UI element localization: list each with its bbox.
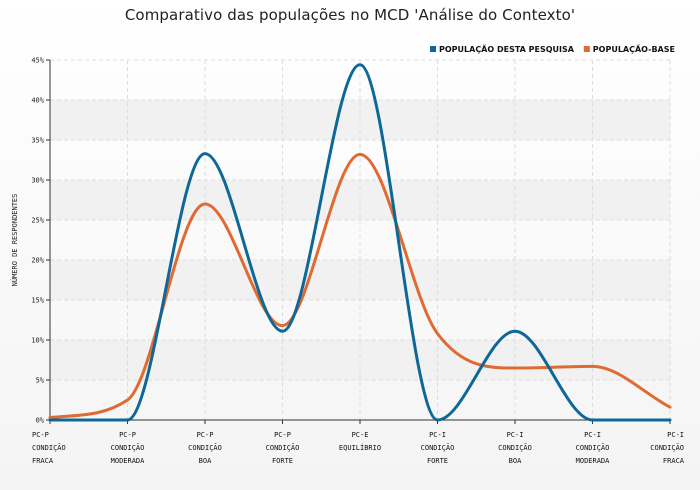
x-tick-label: PC-I CONDIÇÃO BOA	[498, 431, 532, 465]
y-tick-label: 5%	[36, 377, 45, 385]
x-tick-label: PC-I CONDIÇÃO FORTE	[421, 431, 455, 465]
plot-bands	[50, 100, 670, 380]
x-tick-label: PC-P CONDIÇÃO FORTE	[266, 431, 300, 465]
legend-label-1: POPULAÇÃO-BASE	[593, 44, 675, 54]
y-axis-label: NÚMERO DE RESPONDENTES	[10, 194, 19, 287]
chart-title: Comparativo das populações no MCD 'Análi…	[124, 6, 576, 24]
legend-swatch-0	[430, 46, 436, 52]
x-tick-labels: PC-P CONDIÇÃO FRACA PC-P CONDIÇÃO MODERADA PC-…	[32, 431, 685, 465]
y-tick-labels: 0% 5% 10% 15% 20% 25% 30% 35% 40% 45%	[31, 57, 44, 425]
x-tick-label: PC-I CONDIÇÃO FRACA	[650, 431, 684, 465]
x-tick-label: PC-P CONDIÇÃO MODERADA	[111, 431, 146, 465]
legend-swatch-1	[583, 46, 590, 52]
y-tick-label: 15%	[31, 297, 44, 305]
y-tick-label: 10%	[31, 337, 44, 345]
y-tick-label: 30%	[31, 177, 44, 185]
x-tick-label: PC-I CONDIÇÃO MODERADA	[576, 431, 611, 465]
y-tick-label: 45%	[31, 57, 44, 65]
x-tick-label: PC-P CONDIÇÃO BOA	[188, 431, 222, 465]
legend-label-0: POPULAÇÃO DESTA PESQUISA	[439, 44, 575, 54]
y-tick-label: 40%	[31, 97, 44, 105]
series-line-0	[48, 63, 672, 422]
y-tick-label: 20%	[31, 257, 44, 265]
y-tick-label: 0%	[36, 417, 45, 425]
legend: POPULAÇÃO DESTA PESQUISA POPULAÇÃO-BASE	[430, 44, 675, 54]
y-tick-label: 25%	[31, 217, 44, 225]
x-tick-label: PC-E EQUILÍBRIO	[339, 431, 381, 452]
y-tick-label: 35%	[31, 137, 44, 145]
x-tick-label: PC-P CONDIÇÃO FRACA	[32, 431, 66, 465]
series-lines	[48, 63, 672, 422]
